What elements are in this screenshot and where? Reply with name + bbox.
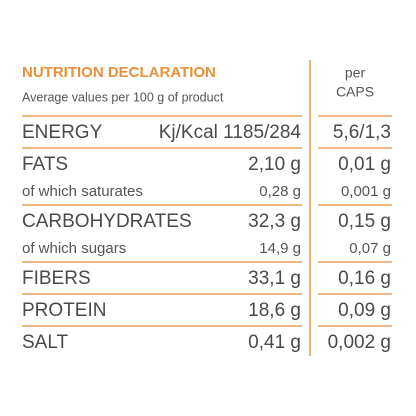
- row-label: CARBOHYDRATES: [22, 211, 192, 232]
- row-caps: 0,002 g: [328, 332, 391, 353]
- subtitle: Average values per 100 g of product: [22, 90, 224, 104]
- row-caps: 0,16 g: [338, 268, 391, 289]
- row-caps: 0,15 g: [338, 211, 391, 232]
- row-caps: 0,001 g: [341, 183, 391, 200]
- row-caps: 5,6/1,3: [333, 122, 391, 143]
- row-value: 32,3 g: [248, 211, 301, 232]
- row-caps: 0,09 g: [338, 300, 391, 321]
- row-label: FIBERS: [22, 268, 91, 289]
- row-value: 33,1 g: [248, 268, 301, 289]
- row-value: 0,41 g: [248, 332, 301, 353]
- row-label: FATS: [22, 154, 68, 175]
- row-value: Kj/Kcal 1185/284: [159, 122, 302, 143]
- row-caps: 0,07 g: [349, 240, 391, 257]
- row-label: ENERGY: [22, 122, 103, 143]
- row-label: of which sugars: [22, 240, 126, 257]
- row-value: 2,10 g: [248, 154, 301, 175]
- column-head: per: [345, 65, 366, 81]
- row-value: 0,28 g: [259, 183, 301, 200]
- row-label: of which saturates: [22, 183, 143, 200]
- row-label: SALT: [22, 332, 69, 353]
- column-head: CAPS: [336, 84, 374, 100]
- row-value: 18,6 g: [248, 300, 301, 321]
- row-value: 14,9 g: [259, 240, 301, 257]
- row-label: PROTEIN: [22, 300, 106, 321]
- title: NUTRITION DECLARATION: [22, 64, 216, 81]
- row-caps: 0,01 g: [338, 154, 391, 175]
